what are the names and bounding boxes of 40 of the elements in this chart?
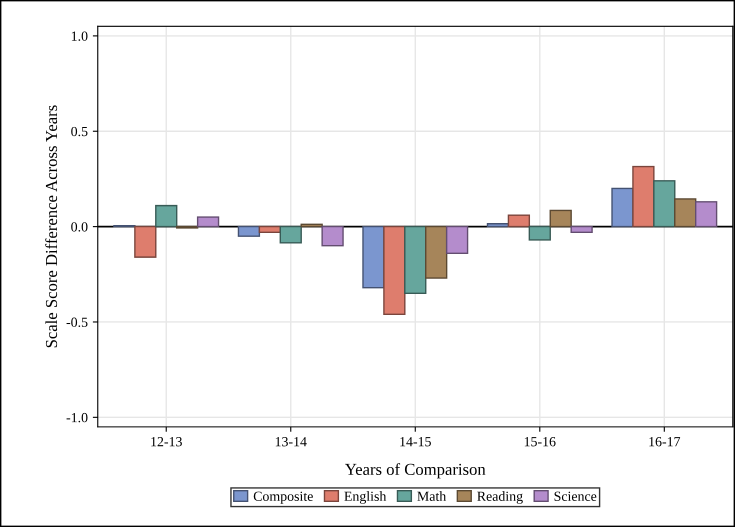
x-axis-title: Years of Comparison xyxy=(345,463,486,478)
legend-label: Composite xyxy=(254,492,313,504)
bar xyxy=(486,223,510,228)
y-tick-label: 1.0 xyxy=(72,31,88,41)
bar xyxy=(611,188,634,228)
legend-label: English xyxy=(344,491,386,504)
legend-label: Reading xyxy=(477,491,523,504)
bar xyxy=(425,226,448,279)
bar xyxy=(570,226,593,234)
bar xyxy=(238,226,260,237)
bar xyxy=(446,226,468,254)
y-tick-label: 0.0 xyxy=(71,222,88,232)
bar xyxy=(404,226,426,294)
bar xyxy=(134,226,156,258)
x-tick-label: 12-13 xyxy=(151,437,182,446)
bar xyxy=(362,226,385,288)
y-axis-title: Scale Score Difference Across Years xyxy=(45,105,58,348)
y-tick-label: -0.5 xyxy=(66,318,88,327)
bar xyxy=(280,226,302,244)
x-tick-label: 14-15 xyxy=(400,437,431,446)
x-tick-label: 15-16 xyxy=(524,437,556,446)
bar xyxy=(653,180,676,228)
bar xyxy=(383,226,406,316)
legend-label: Science xyxy=(554,492,596,501)
bar xyxy=(528,226,551,241)
bar xyxy=(674,198,696,228)
bar xyxy=(321,226,344,246)
y-tick-label: -1.0 xyxy=(66,412,88,422)
bar xyxy=(155,204,178,228)
bar xyxy=(508,214,530,228)
y-tick-label: 0.5 xyxy=(71,126,88,136)
bar xyxy=(258,226,281,234)
bar xyxy=(694,201,718,228)
bar xyxy=(632,166,655,228)
bar xyxy=(196,216,220,228)
bar xyxy=(300,224,323,228)
bar xyxy=(550,210,572,228)
x-tick-label: 13-14 xyxy=(276,437,307,446)
x-tick-label: 16-17 xyxy=(649,437,680,446)
legend-label: Math xyxy=(417,491,446,501)
